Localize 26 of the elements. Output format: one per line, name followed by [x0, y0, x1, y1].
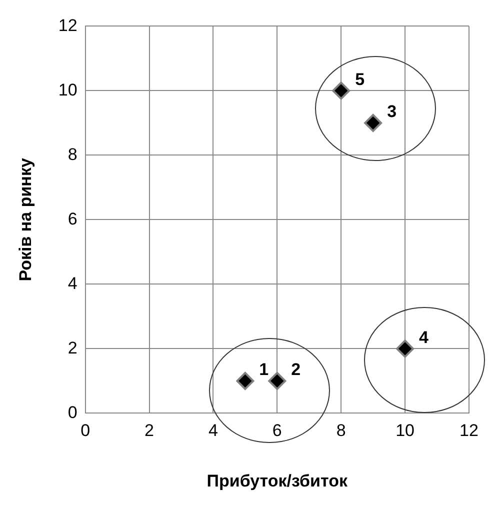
- x-tick-label: 2: [144, 421, 154, 440]
- annotation: 3: [387, 102, 397, 122]
- point: [396, 340, 414, 358]
- y-tick-label: 2: [68, 338, 78, 358]
- point: [332, 82, 350, 100]
- point: [268, 372, 286, 390]
- y-tick-label: 10: [58, 80, 78, 100]
- annotation: 4: [419, 328, 430, 347]
- annotation: 1: [259, 360, 269, 380]
- x-tick-label: 6: [272, 421, 282, 440]
- x-tick-label: 0: [80, 421, 90, 440]
- point: [364, 114, 382, 132]
- x-tick-label: 8: [336, 421, 346, 440]
- y-tick-label: 4: [68, 274, 78, 293]
- x-axis-title: Прибуток/збиток: [206, 471, 348, 490]
- annotation: 5: [355, 70, 365, 89]
- y-axis-title: Років на ринку: [16, 158, 35, 282]
- x-tick-label: 10: [396, 421, 415, 440]
- y-tick-label: 8: [68, 144, 78, 164]
- y-tick-label: 0: [68, 402, 78, 422]
- y-tick-label: 6: [68, 209, 78, 228]
- y-tick-label: 12: [58, 16, 78, 35]
- x-tick-label: 12: [460, 421, 478, 440]
- x-tick-label: 4: [208, 421, 218, 440]
- point: [236, 372, 254, 390]
- annotation: 2: [291, 360, 301, 380]
